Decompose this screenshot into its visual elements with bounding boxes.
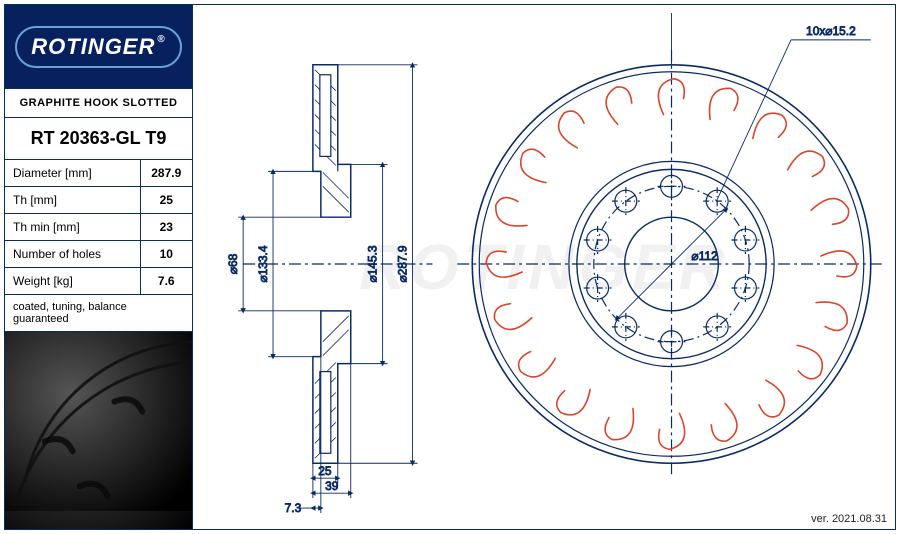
product-subtitle: GRAPHITE HOOK SLOTTED (5, 89, 192, 118)
dim-bore: ⌀68 (226, 253, 240, 274)
table-row: Weight [kg]7.6 (5, 268, 192, 295)
spec-value: 287.9 (140, 160, 192, 187)
hook-slot (749, 377, 791, 421)
hook-slot (705, 402, 741, 444)
brand-logo: ROTINGER (5, 5, 192, 89)
spec-label: Diameter [mm] (5, 160, 140, 187)
table-row: Diameter [mm]287.9 (5, 160, 192, 187)
hook-slot (491, 195, 533, 231)
dim-total-depth: 39 (325, 479, 339, 493)
brand-text: ROTINGER (31, 34, 166, 59)
spec-value: 25 (140, 187, 192, 214)
hook-slot (749, 106, 791, 150)
hook-slot (552, 107, 594, 151)
spec-label: Th min [mm] (5, 214, 140, 241)
dim-outer-d: ⌀287.9 (396, 245, 410, 282)
spec-label: Number of holes (5, 241, 140, 268)
hook-slot (785, 144, 829, 186)
table-row: Th [mm]25 (5, 187, 192, 214)
hook-slot (514, 145, 558, 187)
version-label: ver. 2021.08.31 (811, 513, 887, 525)
dim-hat-outer: ⌀145.3 (366, 245, 380, 282)
dim-thickness: 25 (318, 464, 332, 478)
spec-table: Diameter [mm]287.9 Th [mm]25 Th min [mm]… (5, 160, 192, 295)
hook-slot (810, 298, 852, 334)
hook-slot (785, 341, 829, 383)
spec-value: 7.6 (140, 268, 192, 295)
hook-slot (514, 341, 558, 383)
footnote: coated, tuning, balance guaranteed (5, 295, 192, 332)
hook-slot (705, 84, 741, 126)
hook-slot (602, 84, 638, 126)
table-row: Th min [mm]23 (5, 214, 192, 241)
spec-label: Weight [kg] (5, 268, 140, 295)
spec-label: Th [mm] (5, 187, 140, 214)
table-row: Number of holes10 (5, 241, 192, 268)
dim-pcd: ⌀112 (691, 249, 718, 263)
hook-slot (810, 194, 852, 230)
spec-value: 10 (140, 241, 192, 268)
product-photo (5, 332, 192, 529)
hook-slot (491, 298, 533, 334)
info-panel: ROTINGER GRAPHITE HOOK SLOTTED RT 20363-… (5, 5, 193, 529)
hook-slot (602, 402, 638, 444)
technical-drawing: ROTINGER (193, 5, 895, 529)
hook-slot (552, 377, 594, 421)
part-number: RT 20363-GL T9 (5, 118, 192, 160)
dim-holes: 10x⌀15.2 (806, 24, 856, 38)
dim-hat-inner: ⌀133.4 (256, 245, 270, 282)
spec-value: 23 (140, 214, 192, 241)
